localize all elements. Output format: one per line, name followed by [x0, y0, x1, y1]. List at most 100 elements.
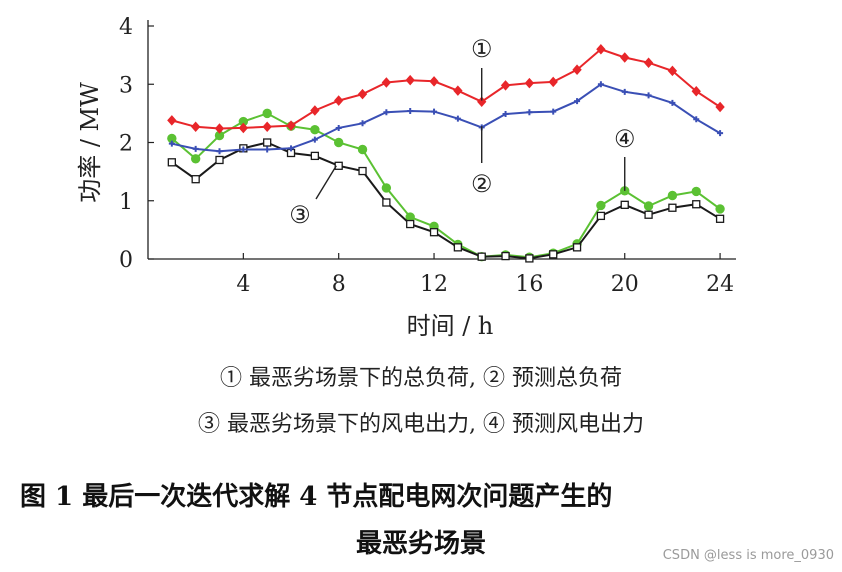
data-point [477, 252, 486, 261]
data-point [500, 80, 511, 91]
data-point [335, 124, 342, 131]
data-point [264, 146, 271, 153]
data-point [311, 136, 318, 143]
data-point [263, 138, 272, 147]
data-point [621, 88, 628, 95]
annotation-c1: ① [471, 35, 493, 63]
series-line [171, 48, 721, 130]
data-point [310, 124, 320, 135]
x-tick-label: 4 [236, 272, 250, 297]
series-line [171, 83, 721, 153]
data-point [502, 110, 509, 117]
annotation-leader [315, 165, 337, 200]
y-tick-label: 3 [119, 73, 133, 98]
x-axis-label: 时间 / h [407, 312, 494, 340]
data-point [334, 95, 344, 106]
data-point [501, 251, 510, 261]
data-point [597, 81, 604, 88]
annotation-c2: ② [471, 170, 493, 198]
data-point [596, 200, 606, 211]
y-tick-label: 4 [119, 15, 133, 40]
data-point [596, 44, 606, 55]
series-2 [168, 81, 724, 155]
data-point [454, 115, 461, 122]
data-point [286, 120, 296, 131]
data-point [693, 116, 700, 123]
watermark: CSDN @less is more_0930 [662, 548, 834, 563]
data-point [644, 210, 653, 219]
data-point [167, 158, 176, 167]
data-point [691, 186, 701, 197]
data-point [357, 144, 368, 155]
data-point [453, 243, 463, 252]
chart-axes [147, 20, 736, 260]
x-tick-label: 12 [420, 272, 448, 297]
data-point [691, 85, 701, 97]
series-group [167, 44, 725, 263]
data-point [431, 108, 438, 115]
x-tick-label: 8 [332, 272, 346, 297]
series-line [171, 112, 721, 259]
y-tick-label: 2 [119, 132, 133, 157]
data-point [524, 77, 535, 89]
data-point [620, 200, 629, 209]
data-point [406, 219, 415, 229]
data-point [526, 109, 533, 116]
data-point [190, 154, 201, 164]
data-point [382, 198, 391, 207]
data-point [333, 137, 344, 148]
data-point [667, 65, 678, 77]
data-point [238, 122, 249, 134]
data-point [669, 99, 676, 106]
data-point [596, 211, 606, 221]
x-tick-label: 20 [611, 272, 639, 297]
data-point [357, 88, 368, 100]
data-point [167, 115, 177, 126]
data-point [358, 166, 367, 176]
data-point [310, 105, 320, 116]
data-point [407, 108, 414, 115]
data-point [429, 228, 439, 237]
data-point [310, 151, 320, 161]
data-point [262, 121, 272, 133]
data-point [383, 109, 390, 116]
data-point [191, 121, 201, 133]
annotations: ① ② ③ ④ [289, 35, 635, 229]
annotation-c4: ④ [614, 125, 636, 153]
series-1 [167, 44, 725, 134]
data-point [643, 201, 654, 211]
x-tick-label: 24 [706, 272, 734, 297]
data-point [715, 214, 725, 223]
data-point [191, 175, 200, 184]
legend-line-1: ① 最恶劣场景下的总负荷, ② 预测总负荷 [220, 366, 622, 391]
data-point [643, 57, 654, 68]
data-point [288, 145, 295, 152]
data-point [262, 108, 272, 119]
data-point [240, 146, 247, 153]
data-point [381, 183, 392, 193]
data-point [477, 96, 487, 107]
data-point [668, 203, 677, 212]
data-point [620, 52, 630, 63]
data-point [334, 161, 343, 170]
data-point [667, 190, 678, 201]
data-point [192, 145, 199, 152]
data-point [381, 77, 392, 88]
data-point [572, 64, 582, 75]
data-point [715, 101, 725, 113]
data-point [405, 74, 415, 86]
data-point [574, 98, 581, 105]
figure-caption: 图 1 最后一次迭代求解 4 节点配电网次问题产生的 [20, 482, 613, 512]
data-point [214, 123, 225, 134]
data-point [692, 200, 701, 209]
data-point [359, 120, 366, 127]
annotation-c3: ③ [289, 201, 311, 229]
data-point [717, 130, 724, 137]
data-point [715, 204, 725, 214]
data-point [525, 254, 534, 263]
x-tick-label: 16 [515, 272, 543, 297]
data-point [215, 155, 224, 165]
data-point [216, 148, 223, 155]
